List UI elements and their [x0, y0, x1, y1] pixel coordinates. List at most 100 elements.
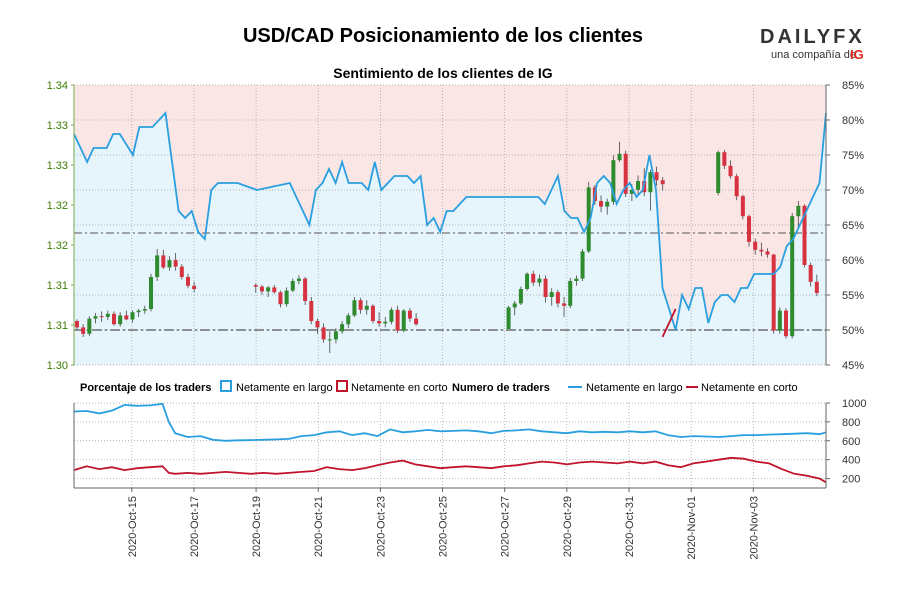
candle-body: [315, 321, 320, 328]
date-tick-label: 2020-Oct-23: [375, 496, 387, 557]
percent-tick-label: 65%: [842, 220, 864, 232]
percent-tick-label: 50%: [842, 325, 864, 337]
legend-long-label: Netamente en largo: [236, 382, 333, 394]
candle-body: [167, 260, 172, 268]
candle-body: [118, 315, 123, 325]
trader-count-lines: [73, 402, 827, 484]
candle-body: [796, 205, 801, 217]
candle-body: [87, 318, 92, 334]
brand-name: DAILYFX: [760, 26, 865, 48]
brand-tagline: una compañía de: [771, 49, 856, 61]
candle-body: [383, 321, 388, 324]
candle-body: [130, 312, 135, 320]
candle-body: [623, 153, 628, 194]
candle-body: [506, 307, 511, 329]
candle-body: [747, 216, 752, 242]
candle-body: [401, 310, 406, 331]
sentiment-background: [74, 85, 826, 365]
candle-body: [81, 327, 86, 334]
candle-body: [765, 251, 770, 255]
candle-body: [179, 266, 184, 277]
count-tick-label: 400: [842, 455, 860, 467]
candle-body: [389, 309, 394, 322]
candle-body: [111, 313, 116, 325]
candle-body: [142, 309, 147, 311]
date-tick-label: 2020-Oct-25: [438, 496, 450, 557]
candle-body: [716, 152, 721, 193]
candle-body: [309, 301, 314, 321]
dailyfx-logo: DAILYFX una compañía de IG: [760, 26, 865, 62]
candle-body: [808, 265, 813, 282]
candle-body: [543, 278, 548, 297]
candle-body: [605, 201, 610, 207]
price-tick-label: 1.31: [47, 320, 68, 332]
candle-body: [784, 310, 789, 337]
candle-body: [414, 318, 419, 325]
price-tick-label: 1.34: [47, 80, 68, 92]
candle-body: [105, 313, 110, 317]
price-tick-label: 1.33: [47, 120, 68, 132]
candle-body: [734, 176, 739, 197]
reference-lines: [74, 232, 826, 331]
candle-body: [814, 281, 819, 293]
chart-title: USD/CAD Posicionamiento de los clientes: [243, 25, 643, 47]
candle-body: [124, 315, 129, 320]
candle-body: [155, 255, 160, 277]
candle-body: [272, 287, 277, 293]
legend-short-swatch: [336, 380, 348, 392]
candle-body: [574, 278, 579, 281]
candle-body: [346, 315, 351, 325]
percent-tick-label: 60%: [842, 255, 864, 267]
candle-body: [284, 290, 289, 305]
legend-count-title: Numero de traders: [452, 382, 550, 394]
legend-short-label: Netamente en corto: [351, 382, 448, 394]
legend: Porcentaje de los traders Netamente en l…: [80, 380, 798, 394]
long-zone-bg: [74, 113, 826, 365]
candle-body: [395, 309, 400, 331]
candle-body: [562, 303, 567, 306]
candle-body: [377, 321, 382, 324]
candle-body: [321, 327, 326, 340]
candle-body: [759, 249, 764, 252]
percent-short-line: [661, 308, 677, 338]
candle-body: [303, 278, 308, 301]
candle-body: [192, 285, 197, 289]
candle-body: [296, 278, 301, 281]
candle-body: [568, 281, 573, 306]
candle-body: [525, 273, 530, 289]
candle-body: [518, 289, 523, 304]
percent-tick-label: 45%: [842, 360, 864, 372]
candle-body: [555, 292, 560, 304]
candle-body: [740, 196, 745, 217]
candle-body: [790, 216, 795, 337]
candle-body: [136, 310, 141, 313]
price-tick-label: 1.32: [47, 240, 68, 252]
candle-body: [370, 305, 375, 321]
date-tick-label: 2020-Oct-19: [251, 496, 263, 557]
candle-body: [333, 331, 338, 340]
candle-body: [617, 153, 622, 161]
candle-body: [161, 255, 166, 268]
date-tick-label: 2020-Oct-29: [562, 496, 574, 557]
percent-tick-label: 85%: [842, 80, 864, 92]
legend-percent-title: Porcentaje de los traders: [80, 382, 211, 394]
candle-body: [407, 310, 412, 319]
candle-body: [75, 321, 79, 328]
candle-body: [278, 292, 283, 305]
bottom-axes: 200 400 600 800 1000 2020-Oct-15 2020-Oct-17 20…: [73, 398, 866, 560]
candle-body: [512, 303, 517, 308]
percent-tick-label: 80%: [842, 115, 864, 127]
price-tick-label: 1.33: [47, 160, 68, 172]
candle-body: [266, 287, 271, 292]
percent-tick-label: 70%: [842, 185, 864, 197]
candle-body: [777, 310, 782, 331]
candle-body: [253, 285, 258, 287]
candle-body: [586, 187, 591, 252]
candle-body: [611, 160, 616, 202]
candle-body: [259, 286, 264, 292]
bottom-gridlines: [74, 402, 826, 488]
date-tick-label: 2020-Nov-01: [686, 496, 698, 560]
candle-body: [599, 201, 604, 207]
price-tick-label: 1.30: [47, 360, 68, 372]
date-tick-label: 2020-Oct-27: [500, 496, 512, 557]
